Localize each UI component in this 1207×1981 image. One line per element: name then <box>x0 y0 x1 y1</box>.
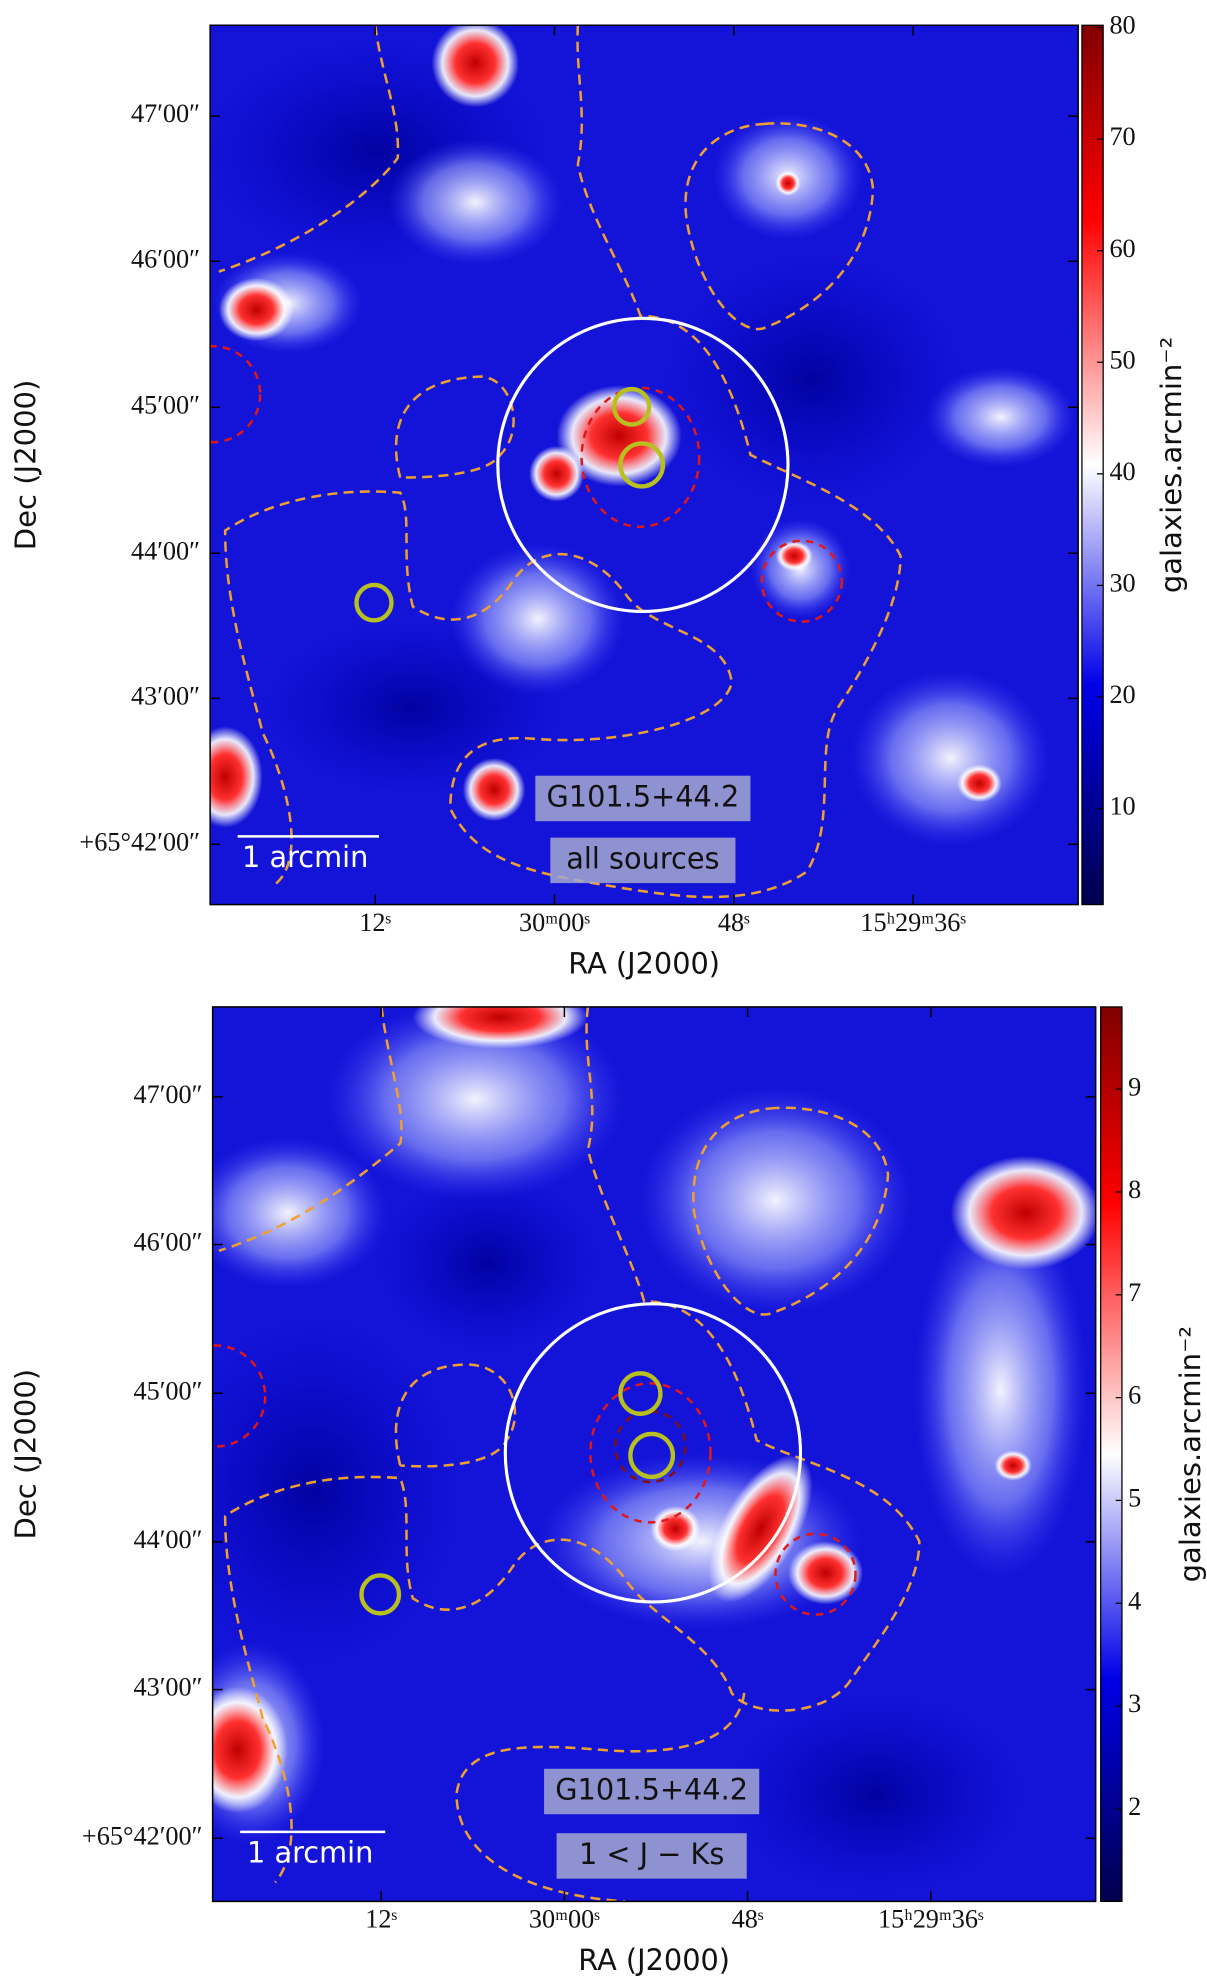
x-tick-label: 12ˢ <box>359 907 391 937</box>
plot-frame <box>209 24 1079 906</box>
y-tick-label: 46′00″ <box>133 1227 202 1257</box>
x-tick-label: 48ˢ <box>732 1904 764 1934</box>
colorbar-tick-label: 8 <box>1128 1174 1141 1204</box>
colorbar-tick-label: 4 <box>1128 1585 1141 1615</box>
colorbar <box>1081 24 1104 906</box>
colorbar-tick-label: 70 <box>1109 121 1135 151</box>
annotation: 1 arcmin <box>242 840 368 874</box>
y-axis-label: Dec (J2000) <box>9 380 43 551</box>
annotation: all sources <box>566 841 719 875</box>
annotation: 1 arcmin <box>247 1836 373 1870</box>
x-tick-label: 15ʰ29ᵐ36ˢ <box>878 1904 984 1934</box>
density-image <box>212 1006 1096 1902</box>
colorbar-tick-label: 7 <box>1128 1277 1141 1307</box>
colorbar-tick-label: 30 <box>1109 567 1135 597</box>
y-tick-label: 47′00″ <box>133 1079 202 1109</box>
label-box <box>556 1833 747 1879</box>
colorbar-tick-label: 60 <box>1109 233 1135 263</box>
x-axis-label: RA (J2000) <box>578 1943 730 1977</box>
x-tick-label: 15ʰ29ᵐ36ˢ <box>860 907 966 937</box>
plot-frame <box>211 1006 1097 1903</box>
y-tick-label: 45′00″ <box>131 389 200 419</box>
colorbar-tick-label: 10 <box>1109 791 1135 821</box>
x-tick-label: 30ᵐ00ˢ <box>529 1904 600 1934</box>
y-tick-label: 44′00″ <box>131 535 200 565</box>
colorbar-tick-label: 5 <box>1128 1482 1141 1512</box>
colorbar-tick-label: 20 <box>1109 679 1135 709</box>
y-axis-label: Dec (J2000) <box>9 1369 43 1540</box>
colorbar <box>1100 1006 1123 1903</box>
colorbar-tick-label: 6 <box>1128 1380 1141 1410</box>
annotation: 1 < J − Ks <box>579 1837 724 1871</box>
label-box <box>550 837 736 884</box>
annotation: G101.5+44.2 <box>555 1772 748 1806</box>
colorbar-tick-label: 40 <box>1109 456 1135 486</box>
colorbar-label: galaxies.arcmin⁻² <box>1173 1326 1207 1582</box>
y-tick-label: 47′00″ <box>131 98 200 128</box>
colorbar-label: galaxies.arcmin⁻² <box>1154 337 1188 593</box>
colorbar-tick-label: 9 <box>1128 1071 1141 1101</box>
density-image <box>210 25 1079 905</box>
annotation: G101.5+44.2 <box>547 779 740 813</box>
x-axis-label: RA (J2000) <box>568 946 720 980</box>
x-tick-label: 30ᵐ00ˢ <box>519 907 590 937</box>
y-tick-label: 43′00″ <box>133 1672 202 1702</box>
colorbar-tick-label: 50 <box>1109 344 1135 374</box>
y-tick-label: 45′00″ <box>133 1375 202 1405</box>
label-box <box>535 775 751 822</box>
y-tick-label: 46′00″ <box>131 243 200 273</box>
colorbar-tick-label: 2 <box>1128 1791 1141 1821</box>
x-tick-label: 48ˢ <box>718 907 750 937</box>
x-tick-label: 12ˢ <box>365 1904 397 1934</box>
colorbar-tick-label: 3 <box>1128 1688 1141 1718</box>
y-tick-label: +65°42′00″ <box>82 1820 203 1850</box>
colorbar-tick-label: 80 <box>1109 9 1135 39</box>
y-tick-label: +65°42′00″ <box>79 826 200 856</box>
y-tick-label: 43′00″ <box>131 680 200 710</box>
label-box <box>544 1768 760 1815</box>
y-tick-label: 44′00″ <box>133 1524 202 1554</box>
